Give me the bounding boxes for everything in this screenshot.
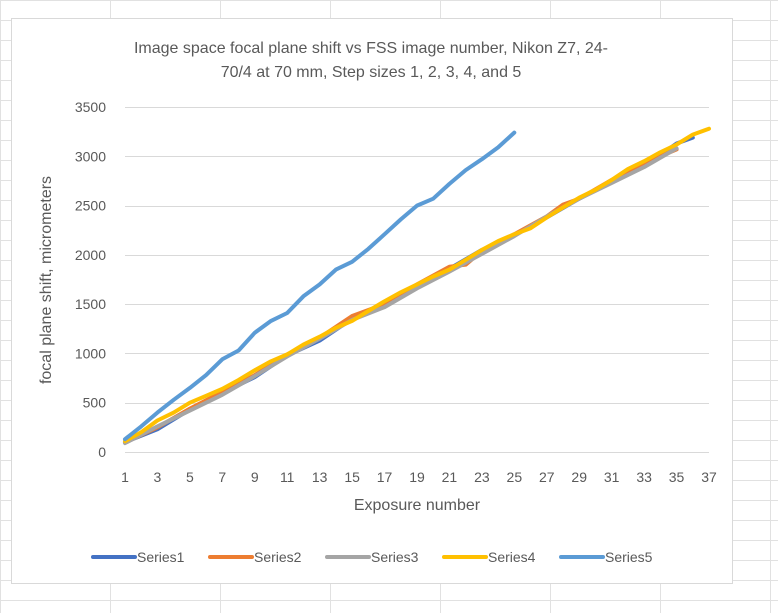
x-tick-label: 3 (154, 469, 162, 485)
y-tick-label: 3500 (75, 99, 106, 115)
y-axis-ticks: 0 500 1000 1500 2000 2500 3000 3500 (75, 99, 106, 460)
x-tick-label: 17 (377, 469, 393, 485)
y-tick-label: 0 (98, 444, 106, 460)
x-tick-label: 35 (669, 469, 685, 485)
chart-area[interactable]: Image space focal plane shift vs FSS ima… (11, 18, 733, 584)
legend-label: Series4 (488, 549, 536, 565)
x-tick-label: 31 (604, 469, 620, 485)
legend[interactable]: Series1 Series2 Series3 Series4 Series5 (91, 549, 653, 565)
series-lines (123, 126, 711, 446)
x-tick-label: 29 (571, 469, 587, 485)
series-line-5 (123, 130, 517, 442)
legend-item-4[interactable]: Series4 (442, 549, 536, 565)
x-axis-title: Exposure number (354, 497, 481, 514)
legend-label: Series5 (605, 549, 653, 565)
legend-item-3[interactable]: Series3 (325, 549, 419, 565)
x-tick-label: 11 (280, 469, 295, 485)
y-axis-title: focal plane shift, micrometers (38, 176, 55, 384)
x-tick-label: 25 (507, 469, 523, 485)
x-tick-label: 5 (186, 469, 194, 485)
y-tick-label: 1000 (75, 345, 106, 361)
x-tick-label: 15 (344, 469, 360, 485)
x-tick-label: 1 (121, 469, 129, 485)
y-tick-label: 3000 (75, 148, 106, 164)
x-tick-label: 19 (409, 469, 425, 485)
legend-item-5[interactable]: Series5 (559, 549, 653, 565)
y-tick-label: 500 (83, 395, 107, 411)
x-axis-ticks: 1 3 5 7 9 11 13 15 17 19 21 23 25 27 29 31 33 35 37 (121, 469, 717, 485)
legend-label: Series2 (254, 549, 302, 565)
x-tick-label: 13 (312, 469, 328, 485)
x-tick-label: 23 (474, 469, 490, 485)
y-tick-label: 2500 (75, 198, 106, 214)
legend-label: Series1 (137, 549, 185, 565)
chart-title-line-2: 70/4 at 70 mm, Step sizes 1, 2, 3, 4, an… (221, 64, 522, 81)
x-tick-label: 9 (251, 469, 259, 485)
series-line-4 (123, 126, 711, 444)
legend-item-1[interactable]: Series1 (91, 549, 185, 565)
x-tick-label: 37 (701, 469, 717, 485)
x-tick-label: 21 (442, 469, 458, 485)
line-chart: Image space focal plane shift vs FSS ima… (38, 40, 717, 565)
x-tick-label: 33 (636, 469, 652, 485)
chart-title-line-1: Image space focal plane shift vs FSS ima… (134, 40, 608, 57)
x-tick-label: 7 (218, 469, 226, 485)
y-tick-label: 2000 (75, 247, 106, 263)
x-tick-label: 27 (539, 469, 555, 485)
y-tick-label: 1500 (75, 296, 106, 312)
legend-label: Series3 (371, 549, 419, 565)
legend-item-2[interactable]: Series2 (208, 549, 302, 565)
